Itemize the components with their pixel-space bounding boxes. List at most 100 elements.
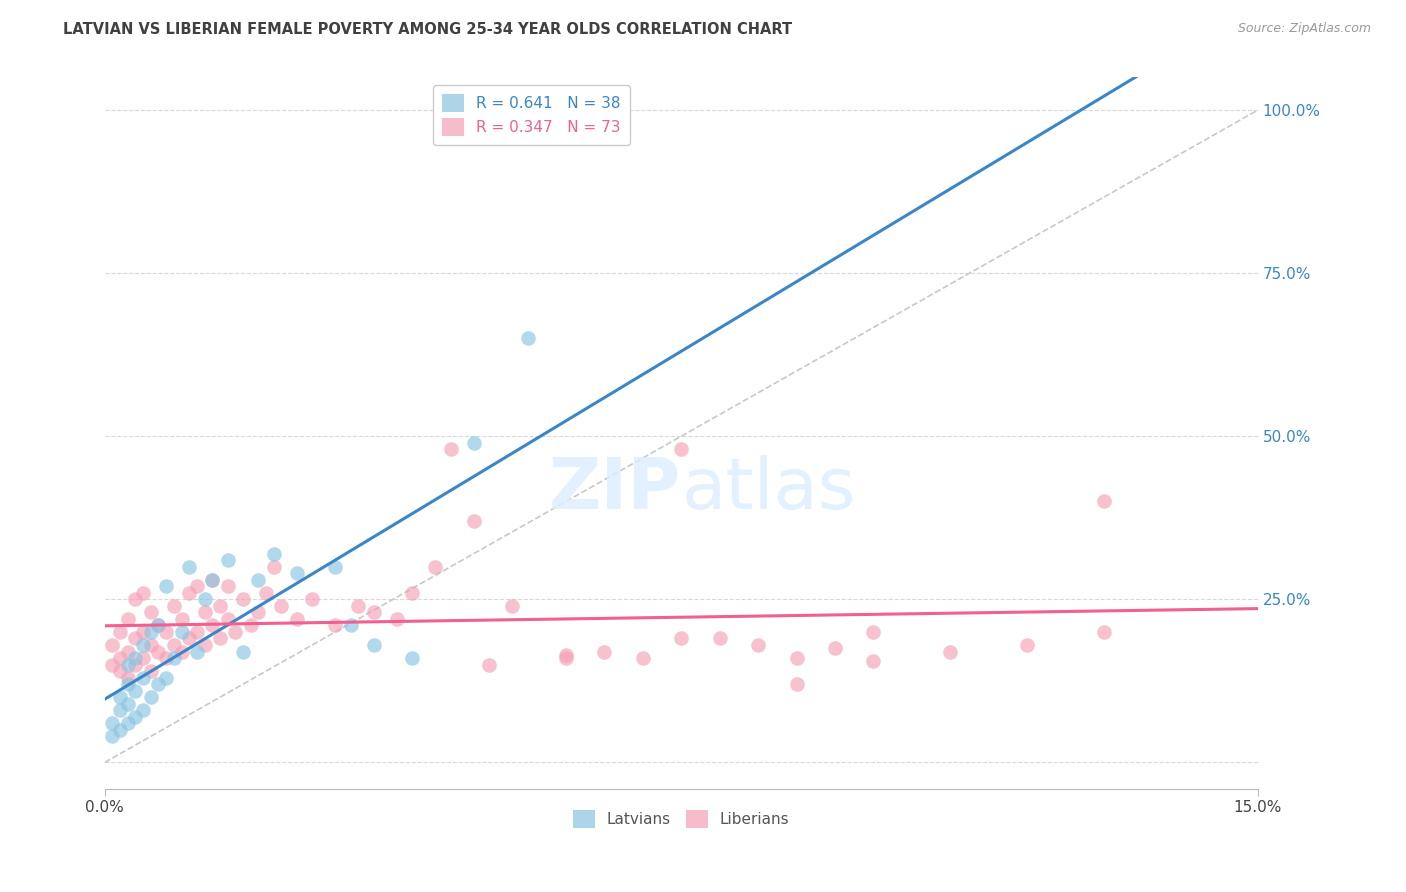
Point bbox=[217, 579, 239, 593]
Point bbox=[155, 579, 177, 593]
Point bbox=[1092, 624, 1115, 639]
Point bbox=[132, 624, 155, 639]
Point bbox=[170, 612, 193, 626]
Point bbox=[555, 651, 578, 665]
Point bbox=[132, 638, 155, 652]
Point bbox=[124, 657, 146, 672]
Point bbox=[224, 624, 246, 639]
Point bbox=[148, 618, 170, 632]
Point bbox=[824, 641, 846, 656]
Point bbox=[148, 644, 170, 658]
Point bbox=[132, 651, 155, 665]
Point bbox=[263, 559, 285, 574]
Point bbox=[1017, 638, 1039, 652]
Point bbox=[163, 651, 186, 665]
Point bbox=[208, 632, 231, 646]
Point bbox=[117, 612, 139, 626]
Point bbox=[124, 651, 146, 665]
Point bbox=[862, 624, 884, 639]
Point bbox=[170, 644, 193, 658]
Point bbox=[117, 657, 139, 672]
Text: ZIP: ZIP bbox=[548, 456, 682, 524]
Point bbox=[155, 651, 177, 665]
Point bbox=[425, 559, 447, 574]
Point bbox=[179, 586, 201, 600]
Point bbox=[101, 716, 124, 731]
Point bbox=[117, 716, 139, 731]
Point bbox=[263, 547, 285, 561]
Point bbox=[108, 651, 131, 665]
Point bbox=[139, 638, 162, 652]
Point bbox=[186, 579, 208, 593]
Point bbox=[101, 657, 124, 672]
Point bbox=[270, 599, 292, 613]
Point bbox=[555, 648, 578, 662]
Point bbox=[108, 703, 131, 717]
Point bbox=[285, 612, 308, 626]
Point bbox=[108, 723, 131, 737]
Point bbox=[117, 677, 139, 691]
Point bbox=[217, 612, 239, 626]
Text: Source: ZipAtlas.com: Source: ZipAtlas.com bbox=[1237, 22, 1371, 36]
Point bbox=[363, 606, 385, 620]
Point bbox=[323, 559, 346, 574]
Point bbox=[139, 664, 162, 678]
Point bbox=[440, 442, 463, 457]
Point bbox=[201, 573, 224, 587]
Point bbox=[463, 435, 485, 450]
Point bbox=[201, 573, 224, 587]
Point bbox=[163, 638, 186, 652]
Point bbox=[108, 624, 131, 639]
Point bbox=[385, 612, 408, 626]
Point bbox=[117, 671, 139, 685]
Point bbox=[478, 657, 501, 672]
Point bbox=[155, 624, 177, 639]
Point bbox=[108, 664, 131, 678]
Point bbox=[148, 618, 170, 632]
Point bbox=[101, 729, 124, 743]
Point bbox=[401, 586, 423, 600]
Point bbox=[463, 514, 485, 528]
Point bbox=[217, 553, 239, 567]
Point bbox=[194, 606, 217, 620]
Point bbox=[285, 566, 308, 581]
Point bbox=[170, 624, 193, 639]
Point bbox=[194, 592, 217, 607]
Point bbox=[155, 671, 177, 685]
Point bbox=[862, 654, 884, 668]
Point bbox=[516, 331, 538, 345]
Point bbox=[201, 618, 224, 632]
Text: atlas: atlas bbox=[682, 456, 856, 524]
Point bbox=[254, 586, 277, 600]
Point bbox=[179, 559, 201, 574]
Point bbox=[117, 697, 139, 711]
Point bbox=[401, 651, 423, 665]
Point bbox=[939, 644, 962, 658]
Point bbox=[671, 442, 693, 457]
Point bbox=[132, 671, 155, 685]
Point bbox=[347, 599, 370, 613]
Point bbox=[139, 624, 162, 639]
Point bbox=[301, 592, 323, 607]
Point bbox=[124, 710, 146, 724]
Point bbox=[247, 573, 270, 587]
Point bbox=[101, 638, 124, 652]
Point bbox=[132, 586, 155, 600]
Point bbox=[139, 606, 162, 620]
Point bbox=[786, 677, 808, 691]
Point bbox=[124, 632, 146, 646]
Point bbox=[208, 599, 231, 613]
Point bbox=[747, 638, 769, 652]
Point bbox=[786, 651, 808, 665]
Point bbox=[117, 644, 139, 658]
Point bbox=[194, 638, 217, 652]
Point bbox=[148, 677, 170, 691]
Point bbox=[232, 644, 254, 658]
Point bbox=[631, 651, 654, 665]
Point bbox=[323, 618, 346, 632]
Point bbox=[239, 618, 262, 632]
Point bbox=[186, 644, 208, 658]
Legend: Latvians, Liberians: Latvians, Liberians bbox=[567, 805, 796, 834]
Point bbox=[671, 632, 693, 646]
Point bbox=[1092, 494, 1115, 508]
